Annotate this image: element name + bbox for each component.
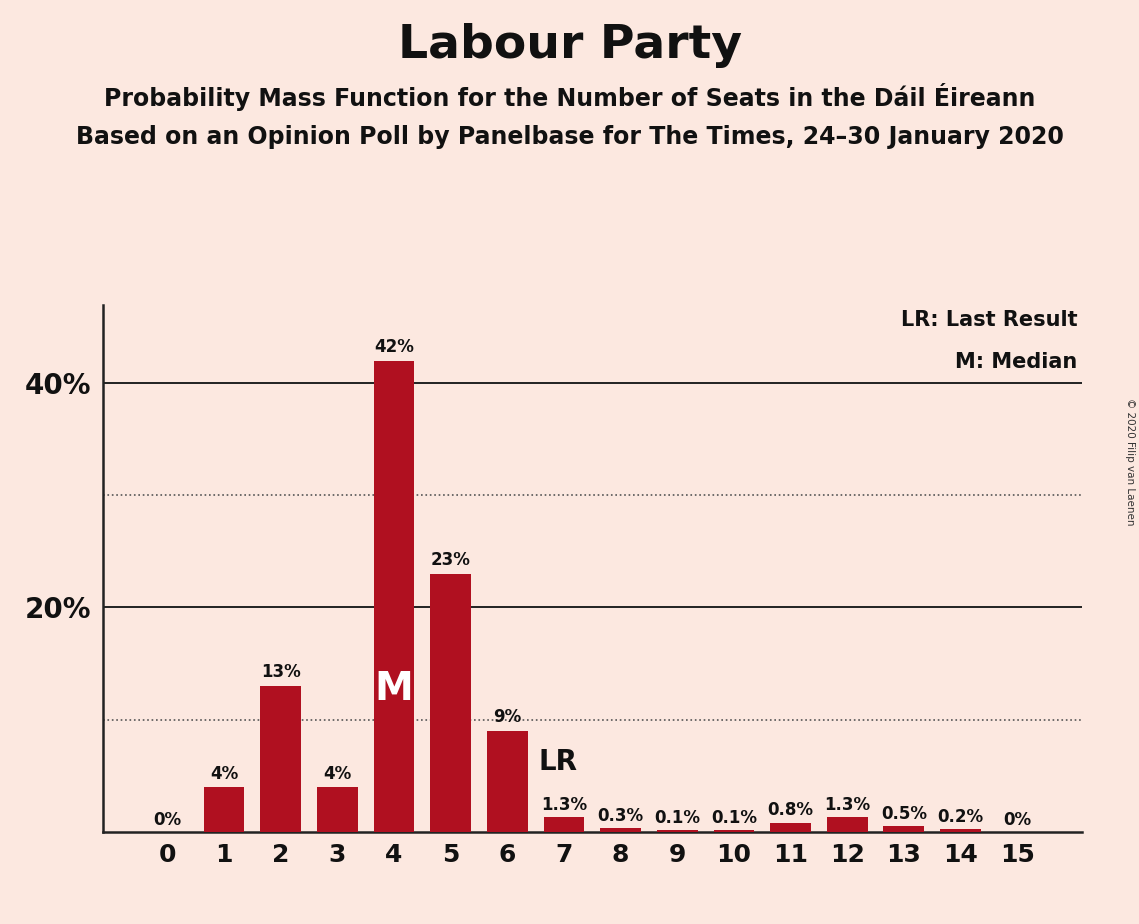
Text: M: M: [375, 670, 413, 709]
Bar: [317, 786, 358, 832]
Bar: [713, 831, 754, 832]
Text: 0.1%: 0.1%: [711, 809, 757, 827]
Text: 0.2%: 0.2%: [937, 808, 984, 826]
Bar: [374, 361, 415, 832]
Text: 0.1%: 0.1%: [654, 809, 700, 827]
Bar: [204, 786, 245, 832]
Text: M: Median: M: Median: [954, 352, 1077, 372]
Bar: [431, 574, 472, 832]
Text: Probability Mass Function for the Number of Seats in the Dáil Éireann: Probability Mass Function for the Number…: [104, 83, 1035, 111]
Bar: [884, 826, 924, 832]
Text: 42%: 42%: [374, 338, 413, 357]
Bar: [543, 817, 584, 832]
Text: 0.3%: 0.3%: [598, 807, 644, 825]
Text: LR: LR: [539, 748, 577, 775]
Text: 9%: 9%: [493, 709, 522, 726]
Text: 0.8%: 0.8%: [768, 801, 813, 820]
Bar: [940, 830, 981, 832]
Text: 4%: 4%: [210, 765, 238, 784]
Text: 1.3%: 1.3%: [541, 796, 587, 814]
Bar: [827, 817, 868, 832]
Text: 1.3%: 1.3%: [825, 796, 870, 814]
Text: 0%: 0%: [154, 811, 181, 830]
Text: 4%: 4%: [323, 765, 352, 784]
Text: 13%: 13%: [261, 663, 301, 681]
Bar: [600, 828, 641, 832]
Bar: [770, 822, 811, 832]
Text: 0%: 0%: [1003, 811, 1031, 830]
Text: 23%: 23%: [431, 552, 470, 569]
Bar: [261, 686, 301, 832]
Text: Labour Party: Labour Party: [398, 23, 741, 68]
Bar: [486, 731, 527, 832]
Text: 0.5%: 0.5%: [880, 805, 927, 822]
Text: LR: Last Result: LR: Last Result: [901, 310, 1077, 330]
Text: Based on an Opinion Poll by Panelbase for The Times, 24–30 January 2020: Based on an Opinion Poll by Panelbase fo…: [75, 125, 1064, 149]
Text: © 2020 Filip van Laenen: © 2020 Filip van Laenen: [1125, 398, 1134, 526]
Bar: [657, 831, 698, 832]
